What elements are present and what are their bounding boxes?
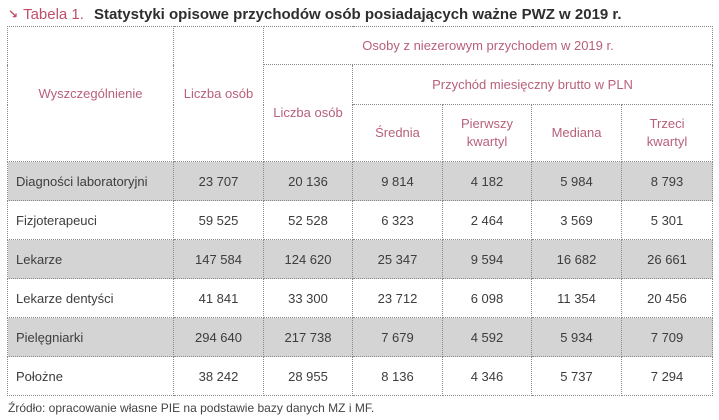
cell-q1: 9 594 xyxy=(442,239,532,279)
cell-median: 5 934 xyxy=(531,317,622,357)
cell-q1: 2 464 xyxy=(442,200,532,240)
cell-count-all: 294 640 xyxy=(173,317,264,357)
header-category: Wyszczególnienie xyxy=(7,26,174,162)
cell-mean: 9 814 xyxy=(352,161,443,201)
cell-q1: 4 592 xyxy=(442,317,532,357)
cell-q3: 5 301 xyxy=(620,200,714,240)
header-mean: Średnia xyxy=(352,104,443,162)
cell-count-nonzero: 20 136 xyxy=(263,161,353,201)
cell-median: 16 682 xyxy=(531,239,622,279)
header-count-all: Liczba osób xyxy=(173,26,264,162)
cell-count-nonzero: 33 300 xyxy=(263,278,353,318)
header-group-nonzero: Osoby z niezerowym przychodem w 2019 r. xyxy=(262,26,714,65)
cell-mean: 23 712 xyxy=(352,278,443,318)
cell-count-all: 38 242 xyxy=(173,356,264,396)
row-name: Diagności laboratoryjni xyxy=(7,161,174,201)
cell-median: 5 737 xyxy=(531,356,622,396)
cell-q3: 26 661 xyxy=(620,239,714,279)
cell-q3: 8 793 xyxy=(620,161,714,201)
table-label: Tabela 1. xyxy=(23,5,84,23)
cell-count-nonzero: 124 620 xyxy=(263,239,353,279)
header-q1: Pierwszy kwartyl xyxy=(442,104,532,162)
statistics-table: Wyszczególnienie Liczba osób Osoby z nie… xyxy=(7,26,714,396)
cell-q1: 4 182 xyxy=(442,161,532,201)
cell-mean: 8 136 xyxy=(352,356,443,396)
table-caption: ↘ Tabela 1. Statystyki opisowe przychodó… xyxy=(8,4,622,24)
header-median: Mediana xyxy=(531,104,622,162)
row-name: Lekarze dentyści xyxy=(7,278,174,318)
cell-q3: 7 709 xyxy=(620,317,714,357)
table-row: Lekarze dentyści 41 841 33 300 23 712 6 … xyxy=(7,278,714,318)
source-footnote: Źródło: opracowanie własne PIE na podsta… xyxy=(8,401,375,415)
cell-count-all: 23 707 xyxy=(173,161,264,201)
cell-count-all: 59 525 xyxy=(173,200,264,240)
cell-mean: 7 679 xyxy=(352,317,443,357)
table-row: Położne 38 242 28 955 8 136 4 346 5 737 … xyxy=(7,356,714,396)
arrow-down-right-icon: ↘ xyxy=(8,7,19,21)
table-row: Pielęgniarki 294 640 217 738 7 679 4 592… xyxy=(7,317,714,357)
cell-mean: 25 347 xyxy=(352,239,443,279)
cell-q1: 4 346 xyxy=(442,356,532,396)
cell-median: 5 984 xyxy=(531,161,622,201)
row-name: Fizjoterapeuci xyxy=(7,200,174,240)
cell-mean: 6 323 xyxy=(352,200,443,240)
table-row: Fizjoterapeuci 59 525 52 528 6 323 2 464… xyxy=(7,200,714,240)
cell-q3: 20 456 xyxy=(620,278,714,318)
table-title: Statystyki opisowe przychodów osób posia… xyxy=(93,5,622,23)
cell-count-nonzero: 217 738 xyxy=(263,317,353,357)
table-row: Diagności laboratoryjni 23 707 20 136 9 … xyxy=(7,161,714,201)
cell-count-nonzero: 52 528 xyxy=(263,200,353,240)
header-group-income: Przychód miesięczny brutto w PLN xyxy=(351,64,714,105)
header-count-nonzero: Liczba osób xyxy=(263,64,353,162)
cell-count-all: 147 584 xyxy=(173,239,264,279)
cell-median: 11 354 xyxy=(531,278,622,318)
header-q3: Trzeci kwartyl xyxy=(620,104,714,162)
cell-q3: 7 294 xyxy=(620,356,714,396)
cell-count-all: 41 841 xyxy=(173,278,264,318)
cell-median: 3 569 xyxy=(531,200,622,240)
table-row: Lekarze 147 584 124 620 25 347 9 594 16 … xyxy=(7,239,714,279)
row-name: Położne xyxy=(7,356,174,396)
cell-count-nonzero: 28 955 xyxy=(263,356,353,396)
cell-q1: 6 098 xyxy=(442,278,532,318)
row-name: Pielęgniarki xyxy=(7,317,174,357)
row-name: Lekarze xyxy=(7,239,174,279)
